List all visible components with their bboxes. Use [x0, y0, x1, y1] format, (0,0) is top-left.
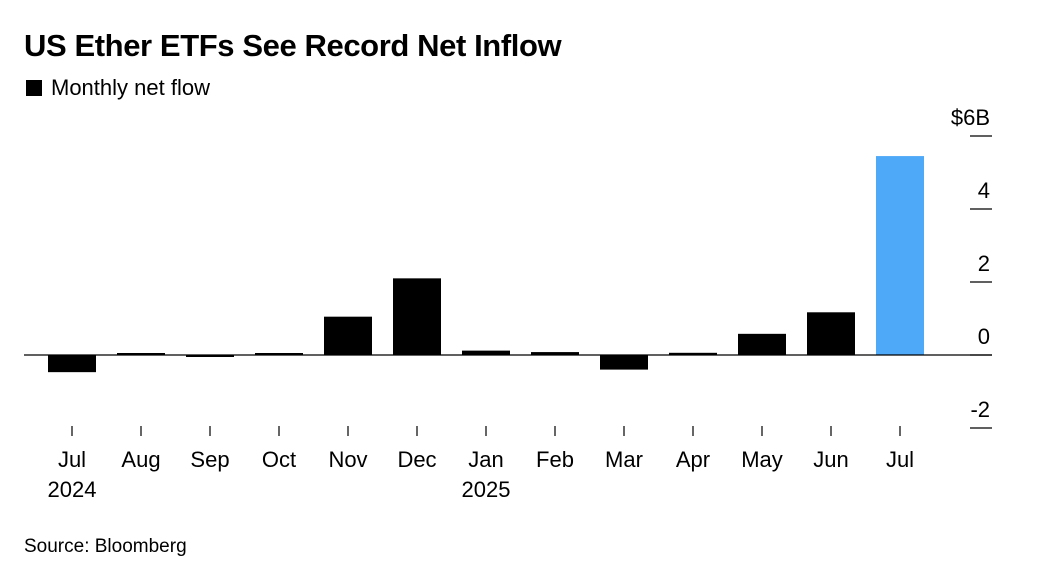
bar-11 [738, 333, 786, 355]
legend: Monthly net flow [26, 74, 210, 102]
bar-1 [48, 355, 96, 373]
bar-6 [393, 278, 441, 355]
chart-title: US Ether ETFs See Record Net Inflow [24, 28, 562, 63]
y-tick-label: -2 [970, 397, 990, 422]
x-tick-label: Mar [605, 447, 643, 472]
x-tick-label: Feb [536, 447, 574, 472]
y-tick-label: 2 [978, 251, 990, 276]
bar-8 [531, 352, 579, 355]
bar-9 [600, 355, 648, 370]
x-tick-label: Sep [190, 447, 229, 472]
y-tick-label: $6B [951, 105, 990, 130]
x-tick-label: Oct [262, 447, 296, 472]
bar-7 [462, 350, 510, 355]
bar-2 [117, 353, 165, 355]
x-year-label: 2025 [462, 477, 511, 502]
bar-13 [876, 156, 924, 355]
x-tick-label: Jul [58, 447, 86, 472]
x-year-label: 2024 [48, 477, 97, 502]
x-tick-label: Apr [676, 447, 710, 472]
bar-12 [807, 312, 855, 355]
x-tick-label: Aug [121, 447, 160, 472]
legend-label: Monthly net flow [51, 75, 210, 100]
y-tick-label: 0 [978, 324, 990, 349]
x-tick-label: May [741, 447, 783, 472]
x-tick-label: Dec [397, 447, 436, 472]
legend-swatch [26, 80, 42, 96]
y-tick-label: 4 [978, 178, 990, 203]
x-tick-label: Jan [468, 447, 503, 472]
source-note: Source: Bloomberg [24, 536, 187, 557]
bar-5 [324, 316, 372, 355]
x-tick-label: Nov [328, 447, 367, 472]
bar-4 [255, 353, 303, 355]
x-tick-label: Jul [886, 447, 914, 472]
bar-10 [669, 352, 717, 355]
bar-3 [186, 355, 234, 357]
x-tick-label: Jun [813, 447, 848, 472]
